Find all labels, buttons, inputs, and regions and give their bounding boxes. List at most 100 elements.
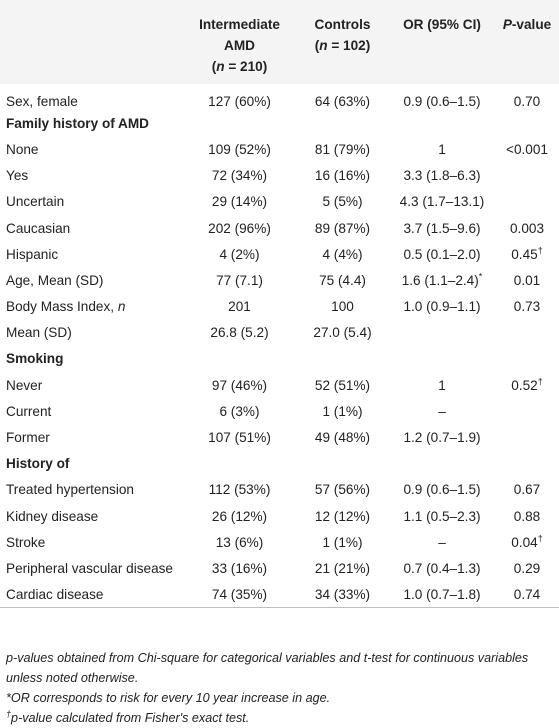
cell-controls-value: 75 (4.4): [319, 272, 366, 288]
table-header: Intermediate AMD (n = 210) Controls (n =…: [0, 0, 559, 84]
cell-p-value-value: 0.04: [511, 534, 538, 550]
cell-controls: 75 (4.4): [296, 267, 389, 293]
cell-controls: 16 (16%): [296, 163, 389, 189]
row-label: Age, Mean (SD): [0, 267, 183, 293]
section-filler: [183, 110, 559, 136]
table-row: Cardiac disease 74 (35%) 34 (33%) 1.0 (0.7–…: [0, 581, 559, 609]
cell-p-value: [495, 163, 559, 189]
cell-controls-value: 57 (56%): [314, 482, 371, 498]
cell-intermediate-amd: 107 (51%): [183, 424, 296, 450]
cell-p-value: 0.45†: [495, 241, 559, 267]
cell-intermediate-amd-value: 26.8 (5.2): [210, 325, 269, 341]
row-label-text: Body Mass Index,: [6, 299, 118, 315]
cell-intermediate-amd: 26 (12%): [183, 503, 296, 529]
cell-p-value: [495, 398, 559, 424]
cell-odds-ratio-value: 1: [438, 377, 446, 393]
cell-odds-ratio-value: 1.6 (1.1–2.4): [401, 272, 479, 288]
cell-p-value-value: 0.74: [513, 586, 541, 602]
cell-intermediate-amd-value: 109 (52%): [208, 141, 271, 157]
section-filler: [183, 346, 559, 372]
table-row: Sex, female 127 (60%) 64 (63%) 0.9 (0.6–1.5…: [0, 84, 559, 110]
cell-controls-value: 64 (63%): [314, 93, 371, 109]
cell-intermediate-amd-value: 4 (2%): [219, 246, 260, 262]
cell-intermediate-amd: 33 (16%): [183, 555, 296, 581]
cell-odds-ratio-value: 1.0 (0.7–1.8): [403, 586, 481, 602]
row-label: Kidney disease: [0, 503, 183, 529]
cell-controls: 34 (33%): [296, 581, 389, 609]
cell-intermediate-amd-value: 112 (53%): [208, 482, 271, 498]
cell-intermediate-amd: 201: [183, 294, 296, 320]
cell-p-value: 0.73: [495, 294, 559, 320]
cell-controls-value: 49 (48%): [314, 430, 371, 446]
row-label-text: Stroke: [6, 534, 46, 550]
row-label: Yes: [0, 163, 183, 189]
table-row: Caucasian 202 (96%) 89 (87%) 3.7 (1.5–9.6) 0…: [0, 215, 559, 241]
cell-odds-ratio-value: 0.9 (0.6–1.5): [403, 93, 481, 109]
row-label: Former: [0, 424, 183, 450]
header-intermediate-amd: Intermediate AMD (n = 210): [183, 0, 296, 84]
section-filler: [183, 451, 559, 477]
section-row: Family history of AMD: [0, 110, 559, 136]
cell-p-value: 0.74: [495, 581, 559, 609]
cell-controls-value: 4 (4%): [322, 246, 363, 262]
cell-controls: 5 (5%): [296, 189, 389, 215]
footnotes: p-values obtained from Chi-square for ca…: [6, 648, 554, 728]
cell-intermediate-amd: 13 (6%): [183, 529, 296, 555]
cell-odds-ratio: 4.3 (1.7–13.1): [389, 189, 495, 215]
footnote-mark: †: [537, 245, 543, 256]
cell-odds-ratio: 1: [389, 136, 495, 162]
row-label: Mean (SD): [0, 320, 183, 346]
cell-odds-ratio: 3.7 (1.5–9.6): [389, 215, 495, 241]
row-label-text: Mean (SD): [6, 325, 72, 341]
cell-controls-value: 89 (87%): [314, 220, 371, 236]
cell-intermediate-amd-value: 72 (34%): [211, 168, 268, 184]
table-body: Sex, female 127 (60%) 64 (63%) 0.9 (0.6–1.5…: [0, 84, 559, 609]
cell-p-value: [495, 189, 559, 215]
cell-odds-ratio: 1.1 (0.5–2.3): [389, 503, 495, 529]
characteristics-table: Intermediate AMD (n = 210) Controls (n =…: [0, 0, 559, 609]
row-label: Hispanic: [0, 241, 183, 267]
cell-odds-ratio-value: 4.3 (1.7–13.1): [399, 194, 485, 210]
cell-intermediate-amd-value: 107 (51%): [208, 430, 271, 446]
row-label-text: Smoking: [6, 351, 64, 367]
cell-intermediate-amd-value: 201: [228, 299, 251, 315]
cell-intermediate-amd: 109 (52%): [183, 136, 296, 162]
header-controls-line1: Controls: [314, 17, 371, 32]
table-row: None 109 (52%) 81 (79%) 1 <0.001: [0, 136, 559, 162]
cell-odds-ratio: 1.2 (0.7–1.9): [389, 424, 495, 450]
footnote-fisher: †p-value calculated from Fisher's exact …: [6, 708, 554, 728]
cell-odds-ratio-value: 1.0 (0.9–1.1): [403, 299, 481, 315]
row-label: Current: [0, 398, 183, 424]
cell-intermediate-amd-value: 26 (12%): [211, 508, 268, 524]
cell-controls: 21 (21%): [296, 555, 389, 581]
table-row: Current 6 (3%) 1 (1%) –: [0, 398, 559, 424]
cell-p-value: 0.88: [495, 503, 559, 529]
row-label: History of: [0, 451, 183, 477]
cell-p-value: 0.01: [495, 267, 559, 293]
cell-p-value-value: 0.45: [511, 246, 538, 262]
cell-intermediate-amd: 26.8 (5.2): [183, 320, 296, 346]
cell-controls: 57 (56%): [296, 477, 389, 503]
cell-controls-value: 16 (16%): [314, 168, 371, 184]
cell-odds-ratio-value: 3.7 (1.5–9.6): [403, 220, 481, 236]
header-characteristic: [0, 0, 183, 84]
row-label: Never: [0, 372, 183, 398]
cell-controls: 1 (1%): [296, 529, 389, 555]
row-label-text: Age, Mean (SD): [6, 272, 104, 288]
row-label: Smoking: [0, 346, 183, 372]
row-label: Peripheral vascular disease: [0, 555, 183, 581]
cell-odds-ratio-value: 0.7 (0.4–1.3): [403, 560, 481, 576]
cell-p-value: 0.003: [495, 215, 559, 241]
cell-intermediate-amd: 72 (34%): [183, 163, 296, 189]
cell-odds-ratio: [389, 320, 495, 346]
row-label: Family history of AMD: [0, 110, 183, 136]
cell-intermediate-amd: 112 (53%): [183, 477, 296, 503]
cell-odds-ratio: 0.7 (0.4–1.3): [389, 555, 495, 581]
cell-odds-ratio-value: 1.1 (0.5–2.3): [403, 508, 481, 524]
cell-odds-ratio-value: 1.2 (0.7–1.9): [403, 430, 481, 446]
cell-odds-ratio: –: [389, 398, 495, 424]
cell-odds-ratio: 1.0 (0.7–1.8): [389, 581, 495, 609]
row-label-text: Current: [6, 403, 52, 419]
footnote-or: *OR corresponds to risk for every 10 yea…: [6, 691, 331, 705]
cell-p-value-value: 0.73: [513, 299, 541, 315]
